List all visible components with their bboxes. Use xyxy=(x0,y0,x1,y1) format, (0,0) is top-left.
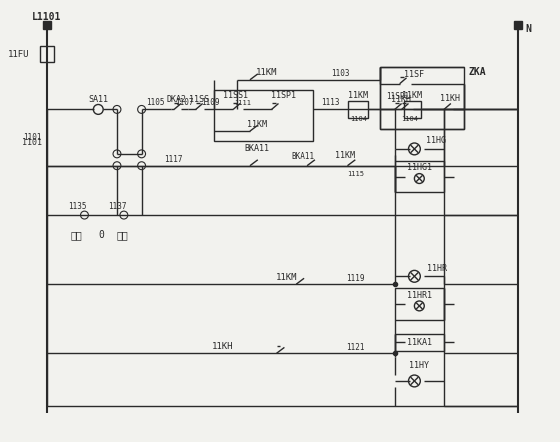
Bar xyxy=(404,100,421,118)
Text: 1117: 1117 xyxy=(164,155,183,164)
Text: 11KA1: 11KA1 xyxy=(407,338,432,347)
Text: 手动: 手动 xyxy=(71,230,82,240)
Bar xyxy=(40,46,54,62)
Text: L1101: L1101 xyxy=(32,11,62,22)
Bar xyxy=(395,288,444,320)
Text: 11KM: 11KM xyxy=(256,69,277,77)
Text: 11SP1: 11SP1 xyxy=(386,92,409,101)
Text: 11KM: 11KM xyxy=(403,91,422,100)
Text: 1101: 1101 xyxy=(24,133,42,142)
Text: 11KH: 11KH xyxy=(212,342,233,351)
Text: 11KH: 11KH xyxy=(440,94,460,103)
Text: 11KH: 11KH xyxy=(391,95,410,104)
Text: 1121: 1121 xyxy=(346,343,365,352)
Bar xyxy=(395,161,444,192)
Text: 11KM: 11KM xyxy=(348,91,368,100)
Text: 1113: 1113 xyxy=(321,98,340,107)
Text: 11SS1: 11SS1 xyxy=(223,91,248,100)
Text: 11SS: 11SS xyxy=(189,95,209,104)
Bar xyxy=(348,100,368,118)
Text: SA11: SA11 xyxy=(88,95,108,104)
Text: 1101: 1101 xyxy=(22,138,42,147)
Text: 11HG: 11HG xyxy=(426,136,446,145)
Text: 11SP1: 11SP1 xyxy=(271,91,296,100)
Text: 1104: 1104 xyxy=(401,116,418,122)
Text: BKA11: BKA11 xyxy=(244,145,269,153)
Bar xyxy=(214,90,313,141)
Text: 11KM: 11KM xyxy=(335,151,356,160)
Text: BKA11: BKA11 xyxy=(292,152,315,161)
Text: 1104: 1104 xyxy=(350,116,367,122)
Bar xyxy=(395,334,444,351)
Text: 11HG1: 11HG1 xyxy=(407,163,432,172)
Text: 0: 0 xyxy=(98,230,104,240)
Text: 11HY: 11HY xyxy=(409,361,430,370)
Text: ZKA: ZKA xyxy=(469,67,486,77)
Text: N: N xyxy=(526,24,531,34)
Text: 11HR1: 11HR1 xyxy=(407,290,432,300)
Text: 1135: 1135 xyxy=(68,202,87,211)
Text: 1103: 1103 xyxy=(332,69,350,78)
Text: 1137: 1137 xyxy=(108,202,126,211)
Text: 11SF: 11SF xyxy=(404,70,424,80)
Text: 1107: 1107 xyxy=(175,98,193,107)
Text: 1115: 1115 xyxy=(347,171,364,177)
Text: 11FU: 11FU xyxy=(8,50,29,59)
Text: 11HR: 11HR xyxy=(427,264,447,273)
Text: 1105: 1105 xyxy=(146,98,165,107)
Text: 1109: 1109 xyxy=(201,98,220,107)
Bar xyxy=(380,67,464,129)
Text: 1111: 1111 xyxy=(235,99,251,106)
Text: 11KM: 11KM xyxy=(247,120,267,129)
Text: DKA2: DKA2 xyxy=(166,95,186,104)
Text: 1119: 1119 xyxy=(346,274,365,283)
Text: 自动: 自动 xyxy=(116,230,128,240)
Text: 11KM: 11KM xyxy=(276,273,297,282)
